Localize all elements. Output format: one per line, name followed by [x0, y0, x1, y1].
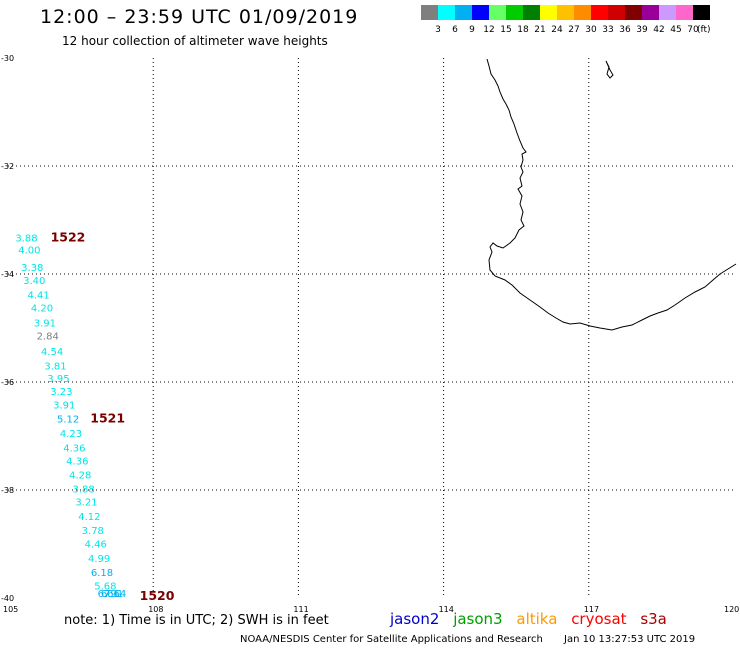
- swh-value: 3.91: [53, 401, 75, 412]
- swh-value: 3.23: [50, 387, 72, 398]
- colorbar-label: 70: [687, 25, 699, 35]
- swh-value: 3.95: [47, 374, 69, 385]
- lon-tick-label: 117: [584, 605, 599, 614]
- swh-value: 3.81: [44, 361, 66, 372]
- swh-value: 2.84: [37, 332, 59, 343]
- footer: NOAA/NESDIS Center for Satellite Applica…: [240, 634, 695, 645]
- lon-tick-label: 105: [3, 605, 18, 614]
- colorbar-swatch: [506, 5, 523, 20]
- swh-value: 6.66: [98, 589, 120, 600]
- colorbar-swatch: [438, 5, 455, 20]
- colorbar-label: 30: [585, 25, 597, 35]
- axis-tick-labels: 105 108 111 114 117 120 -30 -32 -34 -36 -38 -40: [1, 54, 739, 614]
- lon-tick-label: 111: [293, 605, 308, 614]
- colorbar-label: 9: [469, 25, 475, 35]
- orbit-number: 1521: [90, 411, 125, 426]
- swh-observations: 3.88 4.00 3.38 3.40 4.414.20 3.91 2.84 4.54 3.81…: [15, 233, 126, 600]
- swh-value: 3.38: [21, 263, 43, 274]
- lat-tick-label: -32: [1, 162, 14, 171]
- swh-value: 4.99: [88, 554, 110, 565]
- swh-value: 4.54: [41, 347, 63, 358]
- map-title: 12:00 – 23:59 UTC 01/09/2019: [40, 6, 359, 28]
- colorbar-swatch: [659, 5, 676, 20]
- lat-tick-label: -40: [1, 594, 14, 603]
- swh-value: 3.78: [82, 526, 104, 537]
- colorbar-label: 24: [551, 25, 563, 35]
- swh-value: 4.23: [60, 429, 82, 440]
- colorbar-swatch: [523, 5, 540, 20]
- lat-tick-label: -36: [1, 378, 14, 387]
- colorbar-label: 36: [619, 25, 631, 35]
- colorbar-units: (ft): [697, 25, 711, 35]
- legend-cryosat: cryosat: [571, 610, 627, 628]
- lat-tick-label: -34: [1, 270, 14, 279]
- swh-value: 6.18: [91, 568, 113, 579]
- swh-value: 4.36: [66, 456, 88, 467]
- swh-value: 3.21: [75, 497, 97, 508]
- colorbar-swatch: [676, 5, 693, 20]
- colorbar-swatch: [557, 5, 574, 20]
- colorbar-swatch: [693, 5, 710, 20]
- swh-value: 4.12: [78, 512, 100, 523]
- map-frame: [8, 58, 734, 598]
- colorbar-label: 33: [602, 25, 614, 35]
- colorbar-label: 18: [517, 25, 529, 35]
- colorbar-label: 21: [534, 25, 546, 35]
- lat-tick-label: -38: [1, 486, 14, 495]
- colorbar-label: 27: [568, 25, 580, 35]
- legend-jason3: jason3: [453, 610, 503, 628]
- footer-timestamp: Jan 10 13:27:53 UTC 2019: [564, 634, 696, 645]
- units-note: note: 1) Time is in UTC; 2) SWH is in fe…: [64, 613, 329, 628]
- lon-tick-label: 120: [724, 605, 739, 614]
- swh-value: 4.41: [27, 291, 49, 302]
- swh-value: 4.36: [63, 443, 85, 454]
- colorbar-swatch: [625, 5, 642, 20]
- australia-coastline: [486, 58, 737, 331]
- lat-tick-label: -30: [1, 54, 14, 63]
- swh-value: 4.20: [31, 303, 53, 314]
- colorbar-swatch: [608, 5, 625, 20]
- swh-value: 3.88: [15, 233, 37, 244]
- swh-value: 4.46: [85, 539, 107, 550]
- colorbar-label: 39: [636, 25, 648, 35]
- lon-tick-label: 114: [439, 605, 454, 614]
- colorbar-label: 6: [452, 25, 458, 35]
- colorbar-swatch: [574, 5, 591, 20]
- swh-value: 3.91: [34, 319, 56, 330]
- lat-lon-grid: [8, 58, 734, 598]
- swh-value: 5.12: [57, 415, 79, 426]
- colorbar-swatch: [642, 5, 659, 20]
- orbit-number: 1522: [51, 229, 86, 244]
- colorbar-label: 12: [483, 25, 495, 35]
- colorbar-swatch: [591, 5, 608, 20]
- swh-value: 7.14: [104, 589, 126, 600]
- colorbar-label: 3: [435, 25, 441, 35]
- swh-value: 4.28: [69, 470, 91, 481]
- map-subtitle: 12 hour collection of altimeter wave hei…: [62, 34, 328, 48]
- swh-value: 6.91: [101, 589, 123, 600]
- colorbar-swatch: [540, 5, 557, 20]
- swh-value: 3.40: [23, 276, 45, 287]
- coastal-island: [605, 60, 614, 79]
- colorbar-swatch: [455, 5, 472, 20]
- orbit-number: 1520: [140, 588, 175, 603]
- legend-s3a: s3a: [640, 610, 667, 628]
- colorbar-swatch: [421, 5, 438, 20]
- satellite-legend: jason2 jason3 altika cryosat s3a: [390, 610, 676, 628]
- colorbar-label: 45: [670, 25, 682, 35]
- lon-tick-label: 108: [148, 605, 163, 614]
- footer-credit: NOAA/NESDIS Center for Satellite Applica…: [240, 634, 543, 645]
- colorbar-swatch: [489, 5, 506, 20]
- colorbar-swatch: [472, 5, 489, 20]
- orbit-labels: 1522 1521 1520: [51, 229, 175, 603]
- swh-value: 4.00: [18, 246, 40, 257]
- colorbar-label: 15: [500, 25, 512, 35]
- colorbar-label: 42: [653, 25, 665, 35]
- legend-altika: altika: [516, 610, 558, 628]
- legend-jason2: jason2: [390, 610, 440, 628]
- swh-value: 3.88: [72, 484, 94, 495]
- swh-value: 5.68: [94, 582, 116, 593]
